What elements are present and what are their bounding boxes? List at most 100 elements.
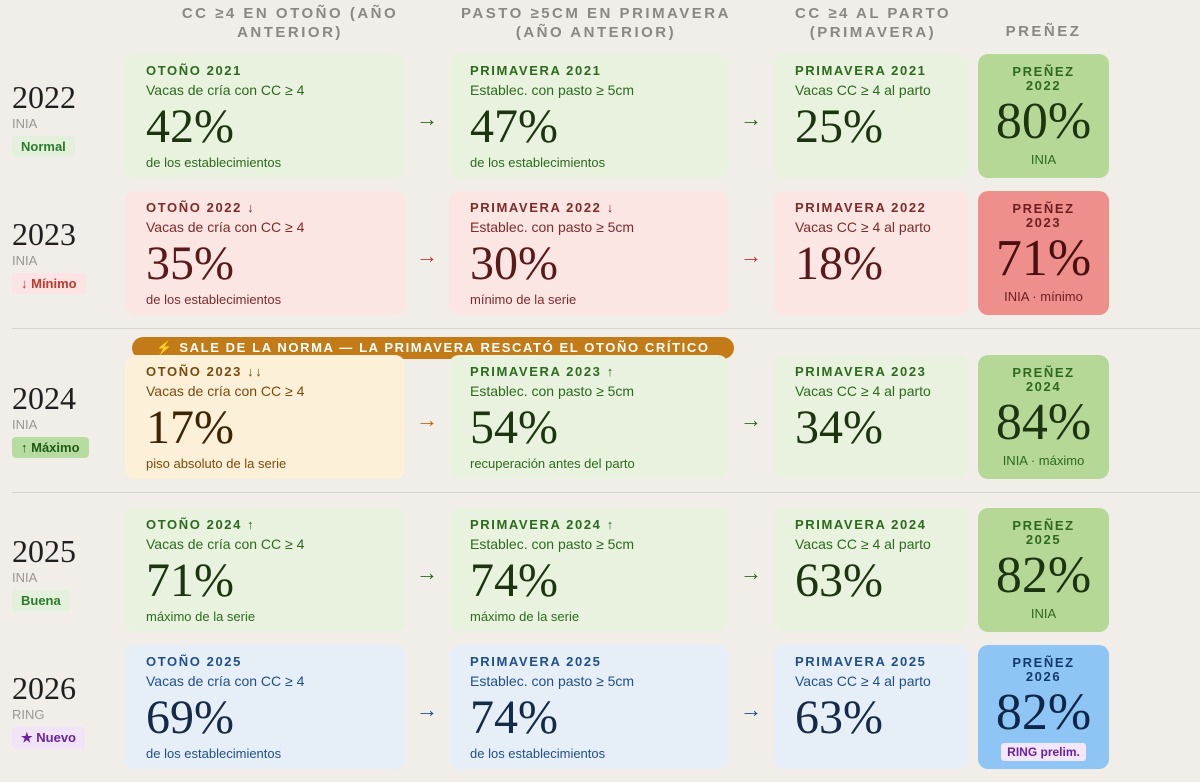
header-cc-otono: CC ≥4 EN OTOÑO (AÑO ANTERIOR) [181,5,399,41]
year-label-2026: 2026 RING ★ Nuevo [12,671,112,749]
arrow-icon: → [416,560,438,585]
prenez-source: INIA · máximo [1002,453,1085,468]
card-subtitle: Vacas CC ≥ 4 al parto [795,536,931,552]
card-title: OTOÑO 2025 [146,654,242,669]
card-title: OTOÑO 2023 ↓↓ [146,364,264,379]
card-title: PRIMAVERA 2023 ↑ [470,364,615,379]
card-title: PRIMAVERA 2021 [470,63,602,78]
year-source: INIA [12,116,38,131]
year-label-2022: 2022 INIA Normal [12,80,112,157]
card-title: PRIMAVERA 2021 [795,63,927,78]
prenez-source: INIA [1030,606,1057,621]
prenez-card-2026: PREÑEZ 2026 82% RING prelim. [978,645,1109,769]
card-title: OTOÑO 2021 [146,63,242,78]
card-percent: 30% [470,237,558,290]
card-primavera-2022-pasto: PRIMAVERA 2022 ↓ Establec. con pasto ≥ 5… [449,191,728,315]
year-number: 2023 [12,216,76,252]
prenez-percent: 71% [995,230,1092,287]
card-note: de los establecimientos [146,292,282,307]
card-subtitle: Establec. con pasto ≥ 5cm [470,383,635,399]
arrow-icon: → [416,106,438,131]
card-title: OTOÑO 2022 ↓ [146,200,256,215]
card-percent: 35% [146,237,234,290]
arrow-icon: → [740,560,762,585]
card-subtitle: Vacas de cría con CC ≥ 4 [146,383,305,399]
card-subtitle: Vacas CC ≥ 4 al parto [795,219,931,235]
prenez-percent: 82% [995,684,1092,741]
status-badge: ↑ Máximo [12,437,89,458]
card-note: recuperación antes del parto [470,456,635,471]
status-badge: ★ Nuevo [12,727,85,749]
arrow-icon: → [416,697,438,722]
prenez-label: PREÑEZ [1012,655,1075,670]
card-title: PRIMAVERA 2024 [795,517,927,532]
card-title: PRIMAVERA 2022 [795,200,927,215]
header-cc-parto: CC ≥4 AL PARTO (PRIMAVERA) [794,5,952,41]
card-note: piso absoluto de la serie [146,456,287,471]
card-primavera-2024-pasto: PRIMAVERA 2024 ↑ Establec. con pasto ≥ 5… [449,508,728,632]
prenez-card-2023: PREÑEZ 2023 71% INIA · mínimo [978,191,1109,315]
arrow-icon: → [740,407,762,432]
arrow-icon: → [740,243,762,268]
year-number: 2022 [12,79,76,115]
card-percent: 69% [146,691,234,744]
card-note: de los establecimientos [470,155,606,170]
prenez-year: 2026 [1025,669,1062,684]
prenez-year: 2024 [1025,379,1062,394]
card-primavera-2023-parto: PRIMAVERA 2023 Vacas CC ≥ 4 al parto 34% [774,355,968,479]
card-otono-2022: OTOÑO 2022 ↓ Vacas de cría con CC ≥ 4 35… [125,191,405,315]
card-subtitle: Establec. con pasto ≥ 5cm [470,82,635,98]
prenez-label: PREÑEZ [1012,365,1075,380]
prenez-label: PREÑEZ [1012,518,1075,533]
card-primavera-2023-pasto: PRIMAVERA 2023 ↑ Establec. con pasto ≥ 5… [449,355,728,479]
card-title: PRIMAVERA 2025 [470,654,602,669]
card-subtitle: Vacas CC ≥ 4 al parto [795,383,931,399]
year-source: INIA [12,253,38,268]
card-note: de los establecimientos [470,746,606,761]
prenez-source: INIA [1030,152,1057,167]
prenez-year: 2025 [1025,532,1062,547]
card-percent: 42% [146,100,234,153]
separator-after-2024 [12,492,1200,493]
year-label-2024: 2024 INIA ↑ Máximo [12,381,112,458]
card-primavera-2024-parto: PRIMAVERA 2024 Vacas CC ≥ 4 al parto 63% [774,508,968,632]
alert-banner: ⚡ SALE DE LA NORMA — LA PRIMAVERA RESCAT… [132,337,734,359]
card-primavera-2021-parto: PRIMAVERA 2021 Vacas CC ≥ 4 al parto 25% [774,54,968,178]
year-label-2025: 2025 INIA Buena [12,534,112,611]
year-source: RING [12,707,45,722]
card-otono-2025: OTOÑO 2025 Vacas de cría con CC ≥ 4 69% … [125,645,405,769]
card-subtitle: Vacas de cría con CC ≥ 4 [146,219,305,235]
card-note: máximo de la serie [470,609,580,624]
card-percent: 74% [470,554,558,607]
separator-before-2024 [12,328,1200,329]
card-primavera-2025-pasto: PRIMAVERA 2025 Establec. con pasto ≥ 5cm… [449,645,728,769]
year-label-2023: 2023 INIA ↓ Mínimo [12,217,112,294]
card-primavera-2021-pasto: PRIMAVERA 2021 Establec. con pasto ≥ 5cm… [449,54,728,178]
card-subtitle: Establec. con pasto ≥ 5cm [470,673,635,689]
prenez-year: 2022 [1025,78,1062,93]
card-subtitle: Establec. con pasto ≥ 5cm [470,219,635,235]
year-number: 2026 [12,670,76,706]
card-title: PRIMAVERA 2024 ↑ [470,517,615,532]
card-otono-2024: OTOÑO 2024 ↑ Vacas de cría con CC ≥ 4 71… [125,508,405,632]
card-percent: 54% [470,401,558,454]
card-percent: 63% [795,691,883,744]
card-title: PRIMAVERA 2023 [795,364,927,379]
card-note: mínimo de la serie [470,292,577,307]
card-primavera-2022-parto: PRIMAVERA 2022 Vacas CC ≥ 4 al parto 18% [774,191,968,315]
card-note: máximo de la serie [146,609,256,624]
card-percent: 17% [146,401,234,454]
prenez-percent: 82% [995,547,1092,604]
card-note: de los establecimientos [146,746,282,761]
card-subtitle: Vacas de cría con CC ≥ 4 [146,82,305,98]
arrow-icon: → [416,243,438,268]
header-prenez: PREÑEZ [1005,23,1082,40]
card-note: de los establecimientos [146,155,282,170]
arrow-icon: → [740,697,762,722]
card-subtitle: Vacas CC ≥ 4 al parto [795,82,931,98]
card-otono-2021: OTOÑO 2021 Vacas de cría con CC ≥ 4 42% … [125,54,405,178]
card-percent: 47% [470,100,558,153]
card-percent: 18% [795,237,883,290]
prenez-card-2024: PREÑEZ 2024 84% INIA · máximo [978,355,1109,479]
prenez-percent: 84% [995,394,1092,451]
